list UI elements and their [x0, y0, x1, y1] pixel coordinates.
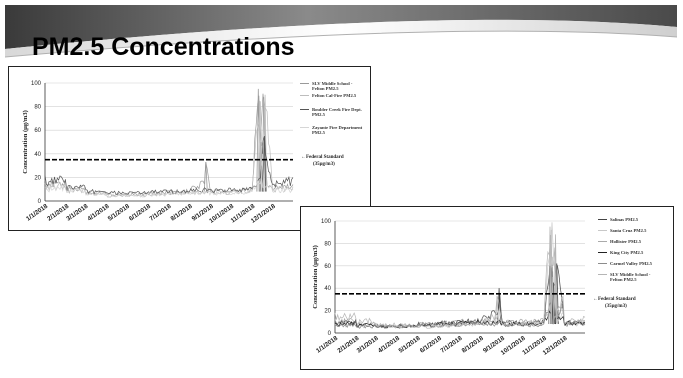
- series-peak: [257, 100, 262, 192]
- legend-label: King City PM2.5: [610, 250, 644, 255]
- x-tick-label: 1/1/2018: [25, 203, 50, 223]
- legend-label: Zayante Fire Department PM2.5: [312, 125, 363, 136]
- legend-entry: King City PM2.5: [598, 250, 662, 255]
- y-tick-label: 100: [31, 81, 42, 87]
- legend-label: Felton Cal-Fire PM2.5: [312, 93, 357, 98]
- x-tick-label: 7/1/2018: [439, 335, 464, 355]
- legend-label: Santa Cruz PM2.5: [610, 228, 647, 233]
- x-tick-label: 1/1/2018: [315, 335, 340, 355]
- legend-swatch: [598, 230, 607, 231]
- y-axis-label: Concentration (µg/m3): [312, 245, 319, 309]
- y-tick-label: 20: [324, 309, 331, 315]
- x-tick-label: 5/1/2018: [397, 335, 422, 355]
- series-line: [44, 101, 294, 198]
- legend-label: SLV Middle School - Felton PM2.5: [312, 81, 353, 92]
- y-tick-label: 80: [34, 105, 41, 111]
- series-line: [334, 262, 586, 328]
- legend-label: Boulder Creek Fire Dept. PM2.5: [312, 107, 362, 118]
- legend-entry: SLV Middle School - Felton PM2.5: [598, 272, 662, 282]
- slide-header: [4, 5, 678, 67]
- x-tick-label: 7/1/2018: [148, 203, 173, 223]
- legend-entry: Felton Cal-Fire PM2.5: [300, 93, 364, 98]
- federal-standard-label: ←Federal Standard: [593, 297, 636, 302]
- legend-label: Hollister PM2.5: [610, 239, 642, 244]
- legend-swatch: [598, 241, 607, 242]
- series-peak: [550, 276, 555, 325]
- series-peak: [548, 226, 552, 325]
- legend-entry: Santa Cruz PM2.5: [598, 228, 662, 233]
- series-peak: [260, 153, 265, 192]
- y-tick-label: 100: [321, 219, 332, 225]
- legend-swatch: [598, 252, 607, 253]
- y-axis-label: Concentration (µg/m3): [22, 110, 29, 174]
- header-swoosh: [4, 5, 678, 58]
- legend-swatch: [598, 219, 607, 220]
- x-tick-label: 4/1/2018: [377, 335, 402, 355]
- chart-panel-monterey-region: 0 20 40 60 80 100 Concentration (µg/m3) 1/1/201…: [300, 206, 674, 370]
- series-line: [334, 234, 586, 329]
- x-tick-label: 3/1/2018: [65, 203, 90, 223]
- series-peak: [203, 162, 208, 192]
- legend-swatch: [300, 95, 309, 96]
- chart-legend: SLV Middle School - Felton PM2.5 Felton C…: [300, 81, 368, 161]
- y-tick-label: 0: [38, 199, 42, 205]
- legend-entry: Carmel Valley PM2.5: [598, 261, 662, 266]
- legend-swatch: [300, 83, 309, 84]
- chart-panel-santa-cruz-county: 0 20 40 60 80 100 Concentration (µg/m3) 1/1/201…: [8, 66, 371, 231]
- legend-label: Salinas PM2.5: [610, 217, 639, 222]
- legend-swatch: [300, 127, 309, 128]
- legend-entry: Salinas PM2.5: [598, 217, 662, 222]
- legend-entry: Hollister PM2.5: [598, 239, 662, 244]
- y-tick-label: 60: [324, 264, 331, 270]
- legend-label: SLV Middle School - Felton PM2.5: [610, 272, 651, 283]
- slide-title: PM2.5 Concentrations: [32, 33, 295, 61]
- x-tick-label: 3/1/2018: [356, 335, 381, 355]
- legend-entry: Zayante Fire Department PM2.5: [300, 125, 364, 135]
- legend-swatch: [598, 274, 607, 275]
- federal-standard-label: ←Federal Standard: [301, 155, 344, 160]
- series-peak: [495, 296, 499, 325]
- x-tick-label: 6/1/2018: [128, 203, 153, 223]
- y-tick-label: 60: [34, 128, 41, 134]
- series-peak: [256, 88, 261, 192]
- legend-entry: SLV Middle School - Felton PM2.5: [300, 81, 364, 91]
- y-tick-label: 80: [324, 241, 331, 247]
- chart-canvas: 0 20 40 60 80 100 Concentration (µg/m3) 1/1/201…: [22, 81, 294, 225]
- y-tick-label: 40: [324, 286, 331, 292]
- legend-entry: Boulder Creek Fire Dept. PM2.5: [300, 107, 364, 117]
- x-tick-label: 5/1/2018: [107, 203, 132, 223]
- x-tick-label: 4/1/2018: [86, 203, 111, 223]
- x-tick-label: 8/1/2018: [461, 335, 486, 355]
- y-tick-label: 0: [328, 331, 332, 337]
- federal-standard-value: (35µg/m3): [313, 162, 335, 167]
- y-tick-label: 20: [34, 175, 41, 181]
- series-line: [44, 136, 294, 196]
- legend-label: Carmel Valley PM2.5: [610, 261, 652, 266]
- chart-legend: Salinas PM2.5 Santa Cruz PM2.5 Hollister P…: [598, 217, 671, 297]
- x-tick-label: 8/1/2018: [169, 203, 194, 223]
- chart-canvas: 0 20 40 60 80 100 Concentration (µg/m3) 1/1/201…: [312, 219, 586, 357]
- legend-swatch: [300, 109, 309, 110]
- series-line: [334, 256, 586, 330]
- series-line: [44, 179, 294, 198]
- legend-swatch: [598, 263, 607, 264]
- federal-standard-value: (35µg/m3): [605, 304, 627, 309]
- y-tick-label: 40: [34, 152, 41, 158]
- x-tick-label: 6/1/2018: [419, 335, 444, 355]
